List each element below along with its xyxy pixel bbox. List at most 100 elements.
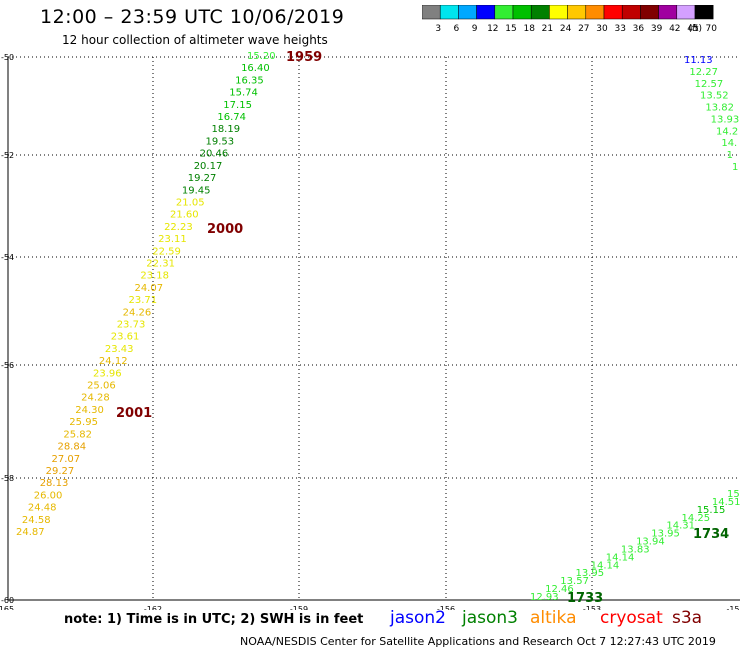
- swh-value: 25.95: [69, 417, 98, 428]
- footnote: note: 1) Time is in UTC; 2) SWH is in fe…: [64, 612, 364, 627]
- swh-value: 22.23: [164, 222, 193, 233]
- longitude-label: -15: [726, 605, 739, 610]
- latitude-label: -56: [1, 361, 14, 370]
- swh-value: 21.05: [176, 197, 205, 208]
- colorbar-tick-label: 36: [633, 24, 645, 34]
- swh-value: 23.71: [129, 295, 158, 306]
- colorbar-tick-label: 6: [454, 24, 460, 34]
- legend-jason2: jason2: [390, 608, 446, 628]
- swh-value: 24.12: [99, 356, 128, 367]
- swh-value: 28.13: [40, 478, 69, 489]
- colorbar-tick-label: 9: [472, 24, 478, 34]
- swh-value: 13.95: [575, 568, 604, 579]
- longitude-label: -159: [290, 605, 308, 610]
- swh-value: 14.14: [606, 552, 635, 563]
- swh-value: 24.87: [16, 527, 45, 538]
- swh-value: 24.07: [134, 283, 163, 294]
- legend-altika: altika: [530, 608, 577, 628]
- swh-value: 13.52: [700, 91, 729, 102]
- colorbar-unit: (ft): [688, 24, 702, 34]
- colorbar-swatch: [694, 5, 714, 20]
- swh-value: 15.20: [247, 51, 276, 62]
- longitude-label: -165: [0, 605, 14, 610]
- swh-value: 19.45: [182, 185, 211, 196]
- swh-value: 19.53: [206, 136, 235, 147]
- swh-value: 13.94: [636, 537, 665, 548]
- swh-value: 24.30: [75, 405, 104, 416]
- colorbar-tick-label: 39: [651, 24, 663, 34]
- swh-value: 20.17: [194, 161, 223, 172]
- page-title: 12:00 – 23:59 UTC 10/06/2019: [40, 6, 345, 28]
- swh-value: 15.15: [697, 505, 726, 516]
- colorbar-tick-label: 42: [669, 24, 680, 34]
- swh-value: 14.2: [716, 126, 738, 137]
- swh-value: 23.11: [158, 234, 187, 245]
- swh-value: 23.18: [140, 271, 169, 282]
- time-label: 1959: [286, 50, 322, 65]
- colorbar-tick-label: 70: [705, 24, 717, 34]
- colorbar-tick-label: 45: [687, 24, 698, 34]
- colorbar-tick-label: 12: [487, 24, 498, 34]
- latitude-label: -60: [1, 596, 14, 605]
- swh-value: 20.46: [200, 149, 229, 160]
- time-label: 2000: [207, 222, 243, 237]
- legend-cryosat: cryosat: [600, 608, 663, 628]
- swh-value: 16.40: [241, 63, 270, 74]
- swh-value: 1: [732, 162, 738, 173]
- swh-value: 19.27: [188, 173, 217, 184]
- colorbar-tick-label: 15: [505, 24, 516, 34]
- time-label: 1734: [693, 527, 729, 542]
- swh-value: 11.13: [684, 55, 713, 66]
- colorbar-tick-label: 30: [596, 24, 608, 34]
- swh-value: 23.96: [93, 368, 122, 379]
- swh-value: 28.84: [57, 442, 86, 453]
- colorbar-tick-label: 24: [560, 24, 572, 34]
- swh-value: 13.93: [711, 114, 740, 125]
- longitude-label: -156: [437, 605, 455, 610]
- credit-footer: NOAA/NESDIS Center for Satellite Applica…: [240, 635, 716, 648]
- swh-value: 16.35: [235, 75, 264, 86]
- swh-value: 15: [727, 489, 740, 500]
- time-label: 2001: [116, 406, 152, 421]
- swh-value: 12.27: [689, 67, 718, 78]
- swh-value: 13.57: [560, 576, 589, 587]
- swh-value: 12.57: [695, 79, 724, 90]
- swh-value: 12.46: [545, 584, 574, 595]
- swh-value: 27.07: [52, 454, 81, 465]
- latitude-label: -52: [1, 151, 14, 160]
- longitude-label: -162: [144, 605, 162, 610]
- swh-value: 16.74: [217, 112, 246, 123]
- colorbar-tick-label: 33: [614, 24, 625, 34]
- swh-value: 24.58: [22, 515, 51, 526]
- colorbar-tick-label: 3: [435, 24, 441, 34]
- swh-value: 12.93: [530, 592, 559, 603]
- swh-value: 22.31: [146, 258, 175, 269]
- page-subtitle: 12 hour collection of altimeter wave hei…: [62, 33, 328, 47]
- legend-jason3: jason3: [462, 608, 518, 628]
- longitude-label: -153: [583, 605, 601, 610]
- swh-value: 13.82: [705, 103, 734, 114]
- latitude-label: -50: [1, 53, 14, 62]
- swh-value: 15.74: [229, 88, 258, 99]
- swh-value: 14.31: [666, 521, 695, 532]
- swh-value: 17.15: [223, 100, 252, 111]
- swh-value: 24.26: [123, 307, 152, 318]
- swh-value: 26.00: [34, 490, 63, 501]
- swh-value: 29.27: [46, 466, 75, 477]
- swh-value: 18.19: [211, 124, 240, 135]
- swh-value: 23.61: [111, 332, 140, 343]
- wave-height-colorbar: 3 6 9 12 15 18 21 24 27 30 33 36 39 42 45 70(ft): [422, 5, 717, 34]
- swh-value: 21.60: [170, 210, 199, 221]
- swh-value: 22.59: [152, 246, 181, 257]
- swh-value: 14.: [721, 138, 737, 149]
- swh-value: 24.48: [28, 503, 57, 514]
- swh-value: 14.14: [591, 560, 620, 571]
- swh-value: 13.95: [651, 529, 680, 540]
- latitude-label: -54: [1, 253, 14, 262]
- altimeter-map: -165 -162 -159 -156 -153 -15 -50 -52 -54 -56 -58 -6…: [0, 50, 740, 610]
- swh-value: 1: [727, 150, 733, 161]
- legend-s3a: s3a: [672, 608, 703, 628]
- colorbar-tick-label: 21: [542, 24, 553, 34]
- colorbar-tick-label: 27: [578, 24, 589, 34]
- swh-value: 24.28: [81, 393, 110, 404]
